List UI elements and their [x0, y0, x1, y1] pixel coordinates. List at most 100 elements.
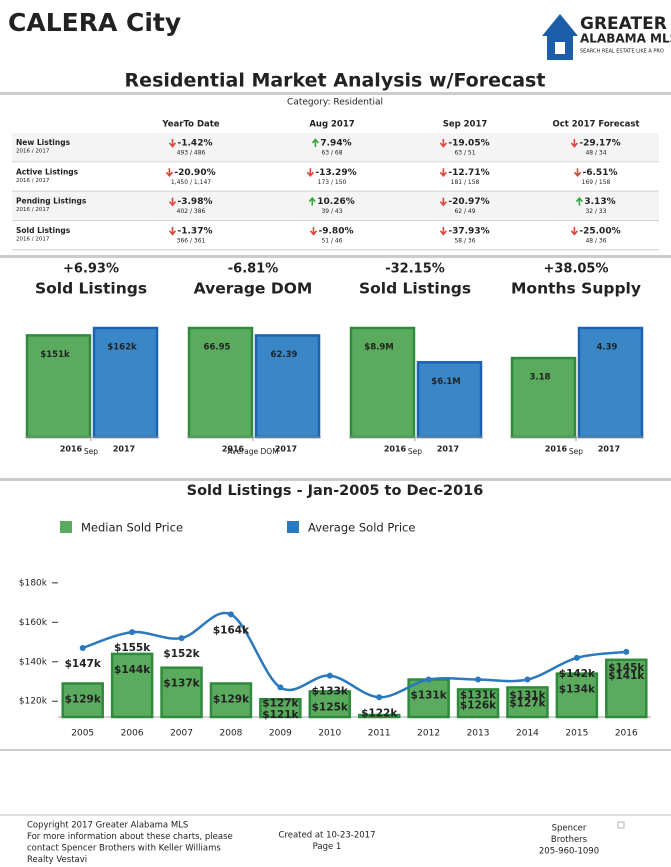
value-label: $129k: [65, 693, 102, 705]
change-detail: 63 / 68: [321, 150, 342, 157]
x-tick-label: 2016: [545, 445, 568, 454]
report-title: Residential Market Analysis w/Forecast: [125, 70, 546, 92]
bar: [187, 326, 254, 439]
point: [623, 648, 630, 655]
row-background: [12, 220, 659, 250]
legend-label: Average Sold Price: [308, 521, 415, 535]
x-tick-label: 2017: [275, 445, 297, 454]
x-tick-label: 2016: [384, 445, 407, 454]
change-percent: +38.05%: [543, 262, 608, 277]
change-detail: 493 / 486: [177, 150, 206, 157]
x-axis-label: Average DOM: [227, 447, 278, 456]
change-arrow: [306, 168, 314, 178]
change-value: -29.17%: [579, 139, 620, 149]
x-tick-label: 2007: [170, 729, 193, 739]
value-label: $144k: [114, 664, 151, 676]
x-tick-label: 2011: [368, 729, 391, 739]
change-arrow: [308, 196, 316, 206]
x-axis-label: Sep: [569, 447, 583, 456]
column-header: Sep 2017: [443, 120, 488, 130]
point: [425, 676, 432, 683]
change-value: -13.29%: [315, 168, 356, 178]
value-label: $8.9M: [364, 343, 393, 353]
change-value: -6.51%: [583, 168, 618, 178]
legend-swatch: [287, 521, 299, 533]
change-value: -12.71%: [448, 168, 489, 178]
change-arrow: [311, 138, 319, 147]
value-label: $131k: [460, 690, 497, 702]
change-detail: 48 / 34: [585, 150, 606, 157]
change-value: -9.80%: [319, 226, 354, 236]
y-tick-label: $140k: [19, 657, 48, 667]
x-tick-label: 2015: [565, 729, 588, 739]
footer-center: Page 1: [313, 842, 342, 852]
change-arrow: [439, 168, 447, 178]
city-title: CALERA City: [8, 8, 181, 37]
bar: [577, 326, 644, 439]
change-arrow: [165, 168, 173, 178]
bar: [357, 713, 401, 719]
change-detail: 169 / 158: [582, 179, 611, 186]
bar: [308, 690, 352, 719]
bar: [506, 686, 549, 719]
change-value: -1.42%: [178, 139, 213, 149]
change-detail: 48 / 36: [585, 237, 606, 244]
category: Category: Residential: [287, 98, 383, 108]
footer-left: For more information about these charts,…: [27, 832, 233, 842]
change-value: -20.90%: [174, 168, 215, 178]
x-axis-label: Sep: [408, 447, 422, 456]
value-label: $137k: [163, 678, 200, 690]
footer-right: Brothers: [551, 835, 588, 845]
value-label: $125k: [312, 701, 349, 713]
change-detail: 63 / 51: [454, 150, 475, 157]
legend-label: Median Sold Price: [81, 521, 183, 535]
x-tick-label: 2009: [269, 729, 292, 739]
point: [376, 694, 383, 701]
x-tick-label: 2016: [60, 445, 83, 454]
bar: [160, 666, 203, 719]
rule: [0, 478, 671, 481]
x-tick-label: 2005: [71, 729, 94, 739]
x-tick-label: 2006: [121, 729, 144, 739]
value-label: $164k: [213, 624, 250, 636]
bar: [209, 682, 253, 719]
change-arrow: [439, 226, 447, 236]
value-label: $147k: [65, 658, 102, 670]
change-arrow: [573, 168, 582, 178]
value-label: $121k: [262, 709, 299, 721]
bar: [25, 334, 92, 439]
value-label: $129k: [213, 693, 250, 705]
footer-left: Copyright 2017 Greater Alabama MLS: [27, 821, 188, 831]
point: [79, 644, 86, 651]
row-label: Active Listings: [16, 167, 79, 176]
row-label: Sold Listings: [16, 226, 71, 235]
change-detail: 58 / 36: [454, 237, 475, 244]
change-detail: 181 / 158: [451, 179, 480, 186]
logo-window: [555, 42, 565, 54]
x-tick-label: 2017: [598, 445, 620, 454]
value-label: $122k: [361, 707, 398, 719]
x-tick-label: 2010: [318, 729, 341, 739]
y-tick-label: $160k: [19, 618, 48, 628]
row-label: Pending Listings: [16, 197, 87, 206]
value-label: $6.1M: [431, 377, 460, 387]
bar: [555, 672, 599, 719]
change-value: -37.93%: [448, 226, 489, 236]
change-arrow: [570, 139, 578, 148]
bar: [416, 361, 483, 439]
column-header: Oct 2017 Forecast: [552, 120, 639, 130]
change-detail: 173 / 150: [318, 179, 347, 186]
change-value: -20.97%: [448, 197, 489, 207]
bar: [110, 652, 154, 719]
x-tick-label: 2008: [220, 729, 243, 739]
logo-roof: [542, 14, 578, 36]
bar: [254, 334, 321, 439]
row-background: [12, 133, 659, 162]
change-detail: 366 / 361: [177, 237, 206, 244]
change-detail: 402 / 386: [177, 208, 206, 215]
row-subtitle: 2016 / 2017: [16, 207, 50, 213]
point: [178, 635, 185, 642]
row-label: New Listings: [16, 138, 71, 147]
logo-line1: GREATER: [580, 14, 667, 34]
y-tick-label: $120k: [19, 697, 48, 707]
